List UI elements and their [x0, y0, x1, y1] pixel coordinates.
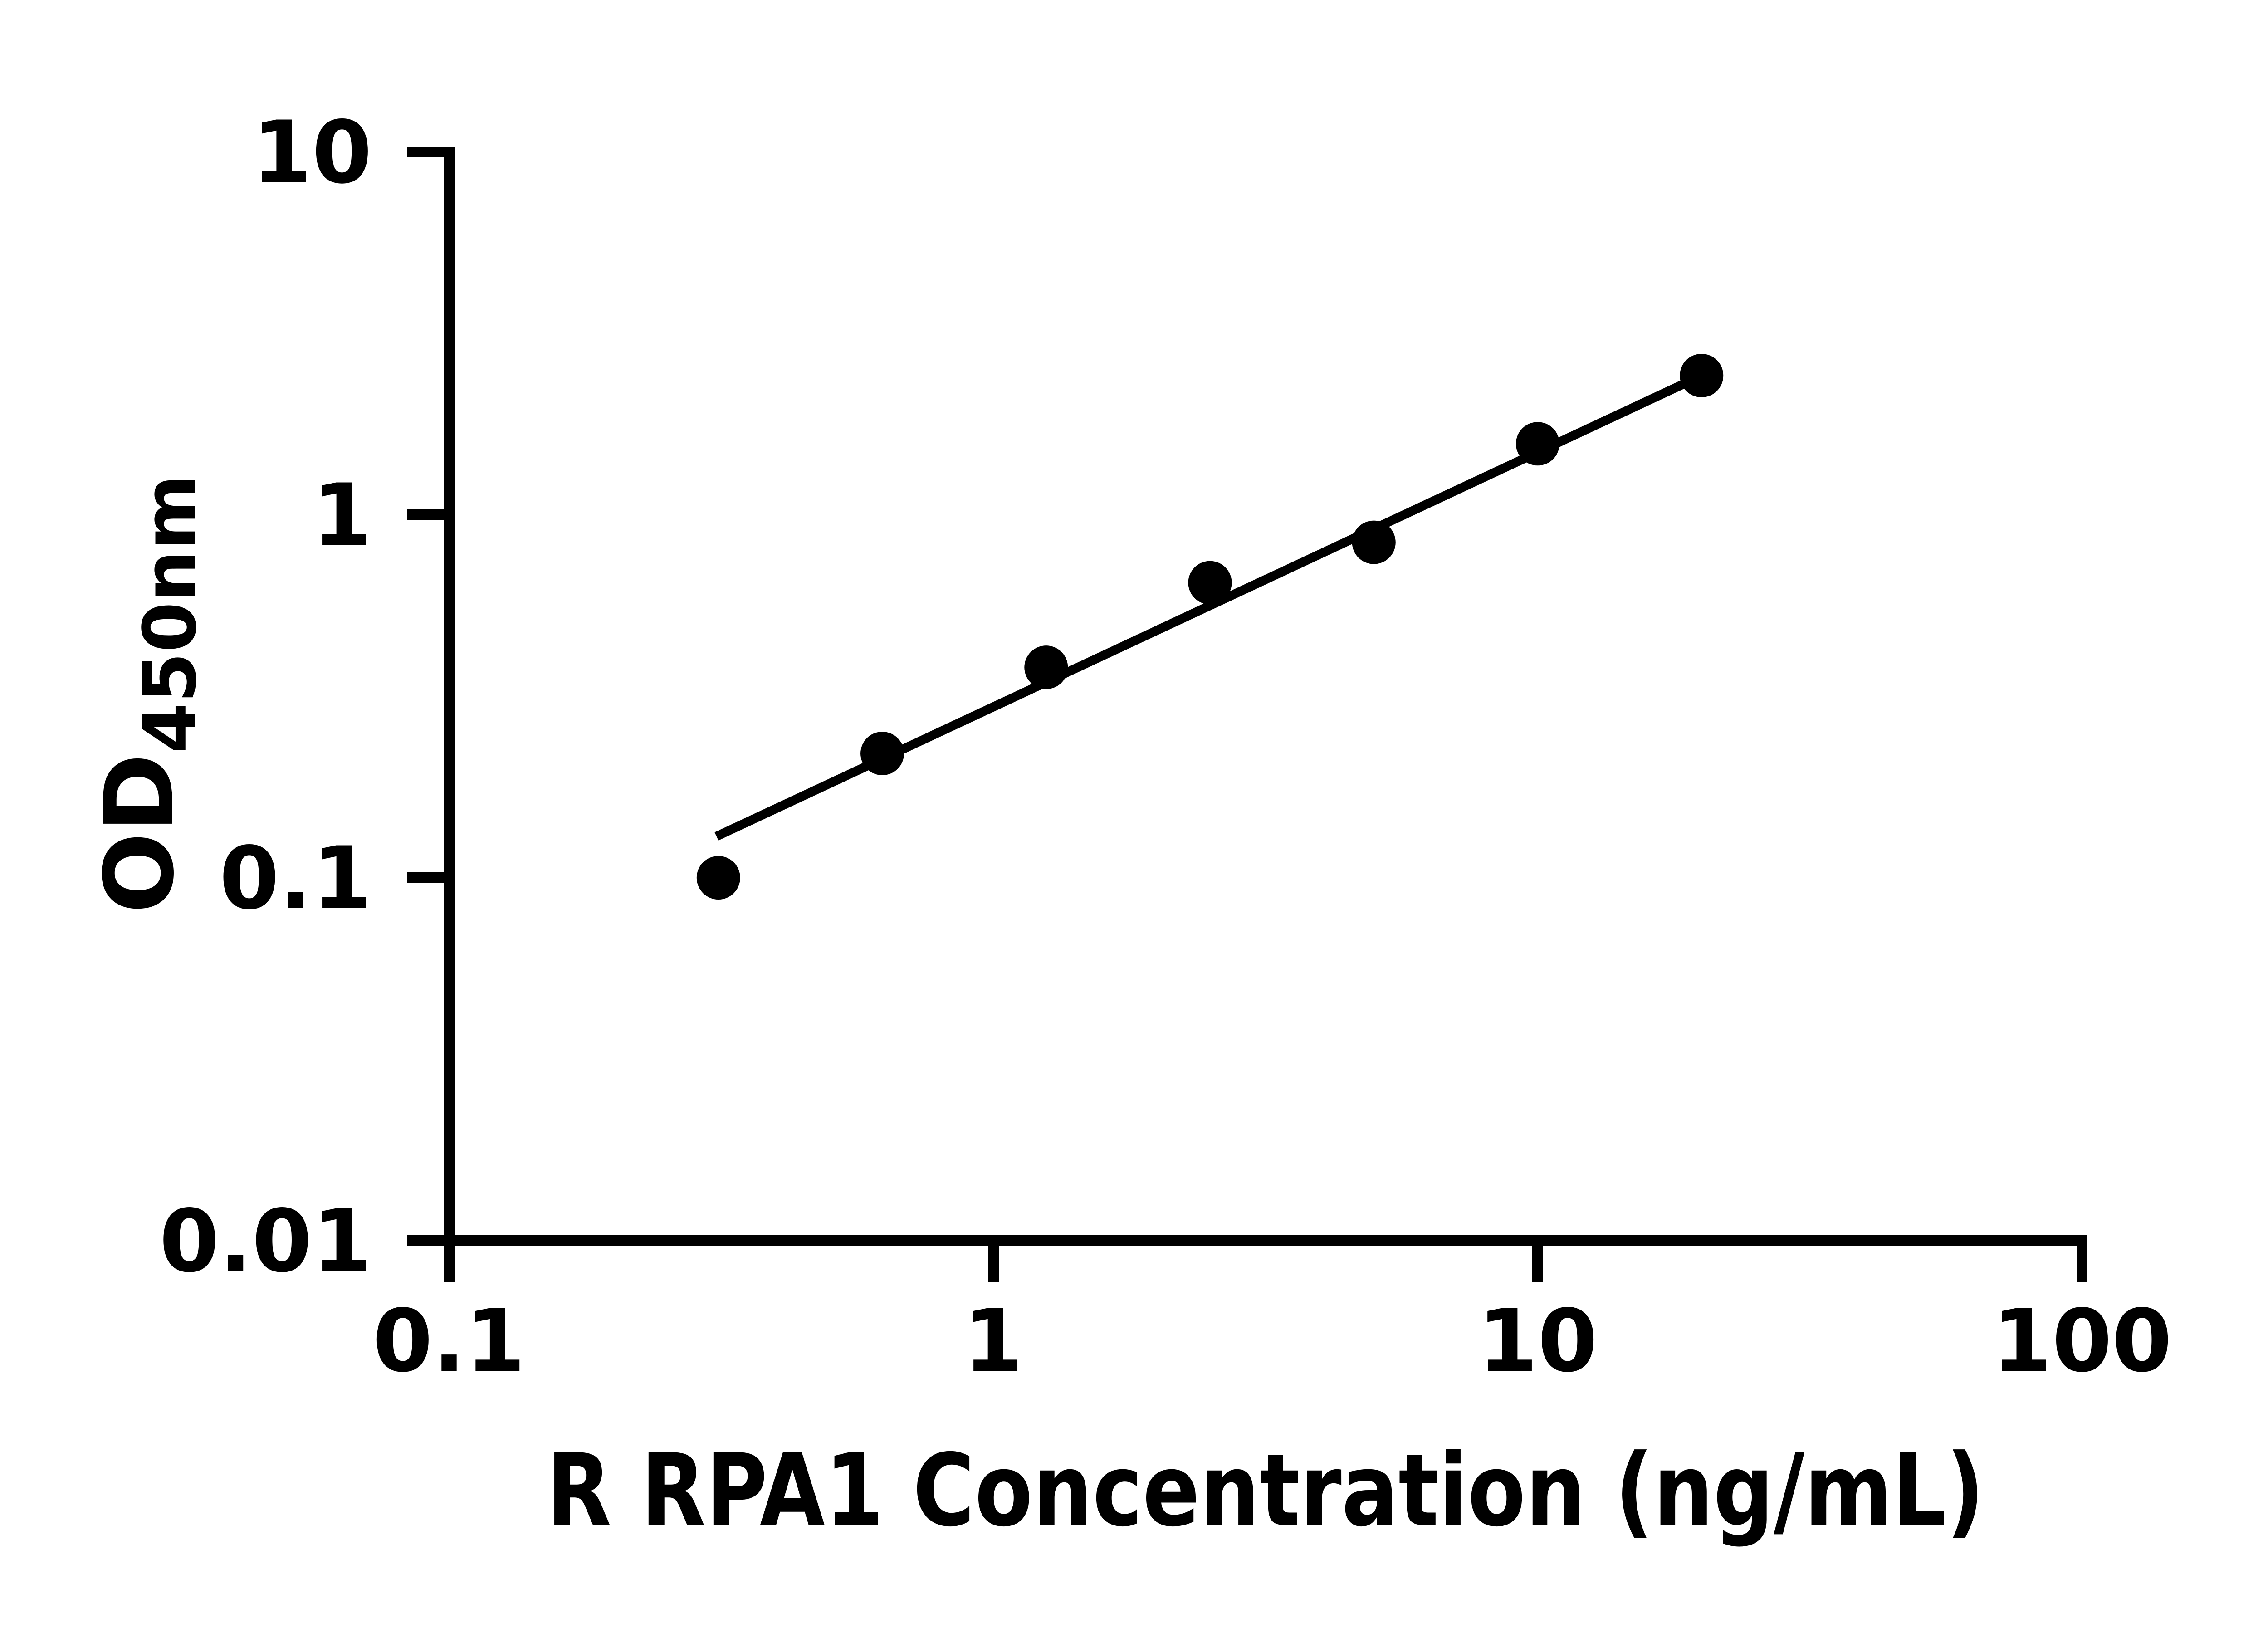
data-point: [1352, 520, 1396, 564]
x-tick-label: 10: [1478, 1291, 1598, 1391]
data-point: [1680, 353, 1724, 397]
x-tick-label: 0.1: [373, 1291, 526, 1391]
y-tick-label: 1: [312, 465, 372, 566]
data-point: [696, 856, 740, 900]
y-tick-label: 0.1: [219, 828, 372, 929]
data-point: [1516, 422, 1559, 466]
data-point: [1188, 561, 1232, 605]
y-axis-title: OD450nm: [84, 474, 212, 913]
data-point: [860, 732, 904, 776]
y-tick-label: 10: [252, 103, 372, 203]
y-axis-title-subscript: 450nm: [127, 474, 212, 753]
y-tick-label: 0.01: [159, 1191, 372, 1291]
x-tick-label: 1: [963, 1291, 1023, 1391]
x-axis-title: R RPA1 Concentration (ng/mL): [547, 1433, 1984, 1549]
data-point: [1024, 645, 1068, 689]
x-tick-label: 100: [1992, 1291, 2172, 1391]
